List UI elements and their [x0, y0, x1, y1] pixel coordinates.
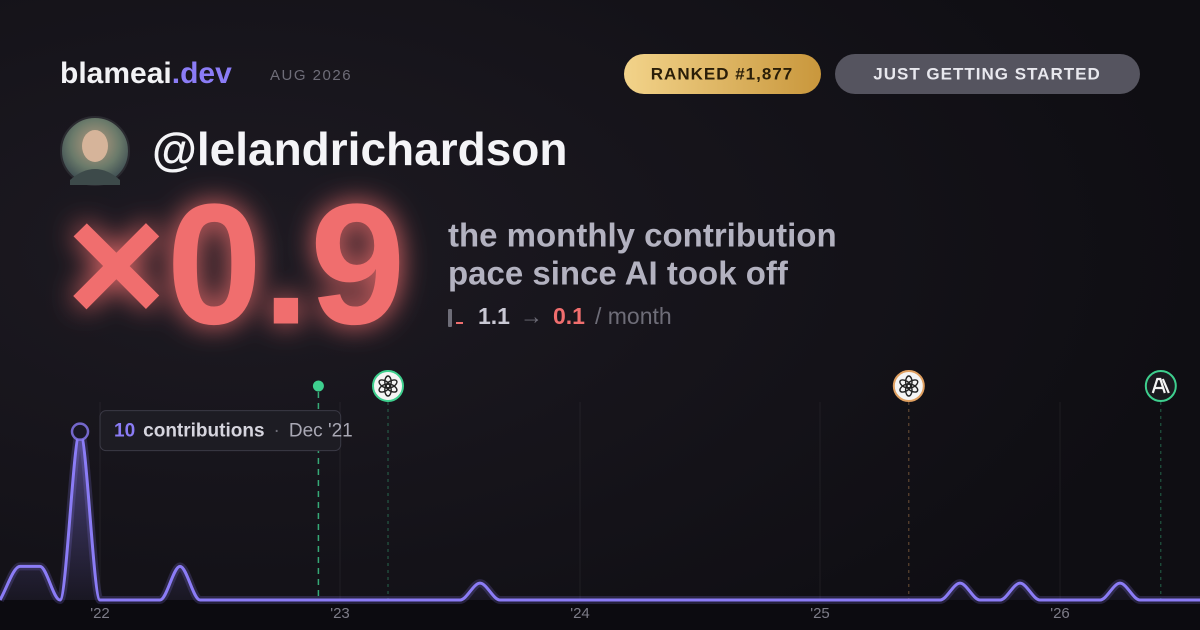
description-line: the monthly contribution: [448, 217, 837, 254]
avatar-body: [70, 169, 120, 185]
avatar-face: [82, 130, 108, 162]
tooltip: [99, 410, 342, 452]
pace-arrow: →: [520, 303, 543, 329]
pace-before: 1.1: [478, 303, 510, 329]
event-badge: [372, 370, 405, 402]
tooltip-separator: ·: [274, 421, 280, 442]
pace: 1.1 → 0.1 / month: [478, 303, 672, 329]
brand-suffix: .dev: [172, 57, 232, 90]
x-tick-label: '24: [570, 605, 590, 622]
multiplier: ×0.9: [66, 168, 406, 360]
chart: '22 '23 '24 '25 '26 10 contributions · Dec '21: [0, 370, 1200, 622]
anthropic-icon: [1151, 377, 1170, 394]
brand: blameai.dev: [60, 57, 232, 90]
tooltip-text: 10 contributions · Dec '21: [114, 421, 353, 442]
event-badge: [892, 370, 925, 402]
rank-badge: [624, 54, 821, 94]
axis-strip: [0, 600, 1200, 630]
openai-icon: [378, 379, 391, 389]
x-tick-label: '25: [810, 605, 830, 622]
x-tick-label: '23: [330, 605, 350, 622]
description-line: pace since AI took off: [448, 255, 789, 292]
brand-name: blameai: [60, 57, 172, 90]
username: @lelandrichardson: [152, 123, 568, 175]
status-text: JUST GETTING STARTED: [873, 64, 1100, 83]
x-tick-label: '26: [1050, 605, 1070, 622]
line: [0, 430, 1200, 602]
peak-marker: [70, 422, 90, 441]
tooltip-value: 10: [114, 421, 135, 442]
tooltip-label: contributions: [143, 421, 264, 442]
date: AUG 2026: [270, 67, 352, 84]
tooltip-date: Dec '21: [289, 421, 353, 442]
event-dot: [312, 380, 324, 392]
openai-icon: [899, 379, 912, 389]
pace-after: 0.1: [553, 303, 585, 329]
x-tick-label: '22: [90, 605, 110, 622]
pace-icon: [456, 322, 463, 324]
status-badge: [835, 54, 1140, 94]
pace-icon: [448, 309, 452, 327]
rank-text: RANKED #1,877: [651, 64, 793, 83]
event-badge: [1144, 370, 1177, 402]
pace-unit: / month: [595, 303, 672, 329]
